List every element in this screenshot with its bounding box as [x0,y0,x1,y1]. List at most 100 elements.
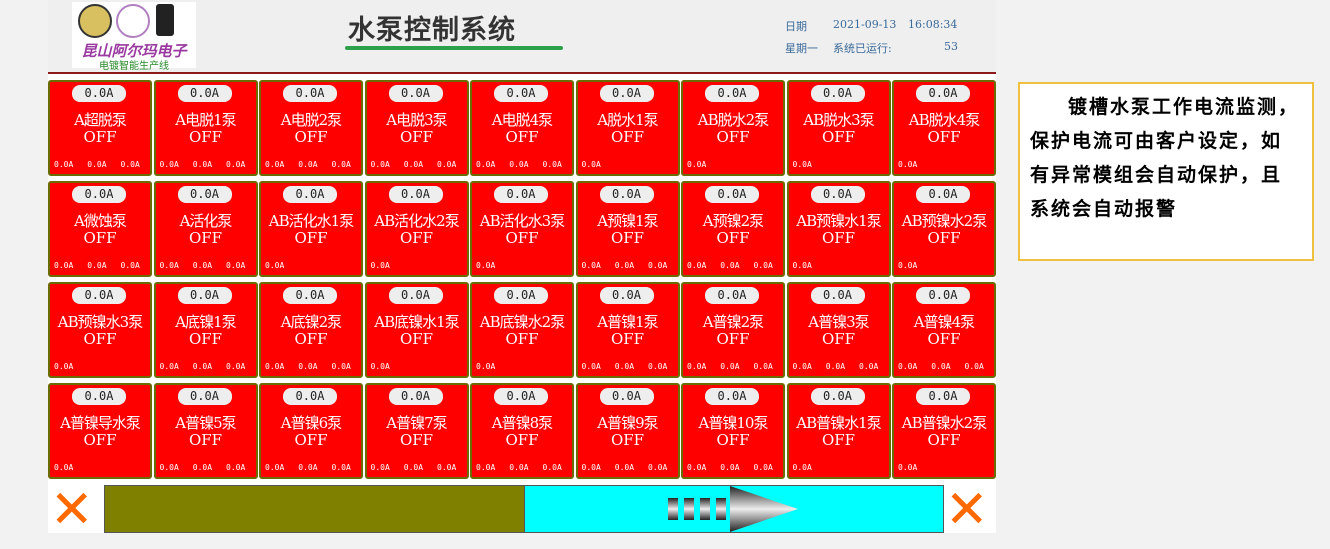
reading: 0.0A [792,362,812,371]
pump-card[interactable]: 0.0A A普镍6泵 OFF 0.0A 0.0A 0.0A [259,383,363,479]
pump-name: AB预镍水2泵 [901,212,987,230]
pump-status: OFF [927,431,961,449]
current-display: 0.0A [810,85,865,102]
pump-card[interactable]: 0.0A A预镍2泵 OFF 0.0A 0.0A 0.0A [681,181,785,277]
reading: 0.0A [792,160,812,169]
pump-card[interactable]: 0.0A A电脱2泵 OFF 0.0A 0.0A 0.0A [259,80,363,176]
pump-name: AB底镍水1泵 [374,313,459,331]
readings: 0.0A 0.0A 0.0A [54,160,140,169]
pump-status: OFF [188,330,223,348]
reading: 0.0A [265,160,285,169]
pump-card[interactable]: 0.0A A电脱1泵 OFF 0.0A 0.0A 0.0A [153,80,258,176]
pump-card[interactable]: 0.0A A普镍2泵 OFF 0.0A 0.0A 0.0A [681,282,785,378]
reading: 0.0A [898,160,918,169]
pump-card[interactable]: 0.0A A普镍8泵 OFF 0.0A 0.0A 0.0A [470,383,574,479]
reading: 0.0A [87,160,107,169]
pump-status: OFF [188,128,223,146]
current-display: 0.0A [916,388,970,405]
pump-status: OFF [83,128,117,146]
reading: 0.0A [159,362,179,371]
pump-card[interactable]: 0.0A AB活化水1泵 OFF 0.0A [259,181,363,277]
reading: 0.0A [542,463,562,472]
current-display: 0.0A [177,287,232,304]
pump-card[interactable]: 0.0A AB普镍水1泵 OFF 0.0A [786,383,891,479]
pump-card[interactable]: 0.0A A超脱泵 OFF 0.0A 0.0A 0.0A [48,80,152,176]
pump-status: OFF [83,330,117,348]
pump-name: AB预镍水1泵 [796,212,881,230]
pump-card[interactable]: 0.0A AB脱水4泵 OFF 0.0A [892,80,996,176]
reading: 0.0A [859,362,879,371]
reading: 0.0A [931,362,951,371]
readings: 0.0A [687,160,706,169]
pump-card[interactable]: 0.0A AB活化水3泵 OFF 0.0A [470,181,574,277]
pump-status: OFF [716,128,750,146]
pump-status: OFF [294,431,328,449]
current-display: 0.0A [388,287,443,304]
reading: 0.0A [226,362,246,371]
pump-card[interactable]: 0.0A A普镍7泵 OFF 0.0A 0.0A 0.0A [364,383,469,479]
reading: 0.0A [825,362,846,371]
pump-name: A普镍2泵 [702,313,764,331]
pump-card[interactable]: 0.0A A底镍2泵 OFF 0.0A 0.0A 0.0A [259,282,363,378]
pump-card[interactable]: 0.0A A普镍导水泵 OFF 0.0A [48,383,152,479]
readings: 0.0A [371,261,390,270]
readings: 0.0A [793,261,812,270]
close-icon-right[interactable]: ✕ [945,480,989,540]
pump-name: A普镍1泵 [597,313,658,331]
pump-name: A普镍8泵 [491,414,553,432]
readings: 0.0A 0.0A 0.0A [476,160,562,169]
reading: 0.0A [720,463,740,472]
pump-card[interactable]: 0.0A AB脱水3泵 OFF 0.0A [786,80,891,176]
reading: 0.0A [753,362,773,371]
pump-card[interactable]: 0.0A A脱水1泵 OFF 0.0A [575,80,680,176]
readings: 0.0A [582,160,601,169]
pump-card[interactable]: 0.0A AB脱水2泵 OFF 0.0A [681,80,785,176]
pump-card[interactable]: 0.0A AB预镍水2泵 OFF 0.0A [892,181,996,277]
pump-card[interactable]: 0.0A A底镍1泵 OFF 0.0A 0.0A 0.0A [153,282,258,378]
current-display: 0.0A [599,85,654,102]
pump-card[interactable]: 0.0A AB普镍水2泵 OFF 0.0A [892,383,996,479]
pump-name: A普镍导水泵 [60,414,141,432]
pump-card[interactable]: 0.0A AB预镍水1泵 OFF 0.0A [786,181,891,277]
reading: 0.0A [54,362,74,371]
readings: 0.0A 0.0A 0.0A [687,261,773,270]
reading: 0.0A [331,463,351,472]
pump-card[interactable]: 0.0A A预镍1泵 OFF 0.0A 0.0A 0.0A [575,181,680,277]
pump-card[interactable]: 0.0A A活化泵 OFF 0.0A 0.0A 0.0A [153,181,258,277]
pump-card[interactable]: 0.0A AB底镍水1泵 OFF 0.0A [364,282,469,378]
pump-card[interactable]: 0.0A A普镍10泵 OFF 0.0A 0.0A 0.0A [681,383,785,479]
pump-card[interactable]: 0.0A A电脱4泵 OFF 0.0A 0.0A 0.0A [470,80,574,176]
reading: 0.0A [298,160,318,169]
pump-card[interactable]: 0.0A AB预镍水3泵 OFF 0.0A [48,282,152,378]
current-display: 0.0A [705,287,759,304]
pump-card[interactable]: 0.0A A电脱3泵 OFF 0.0A 0.0A 0.0A [364,80,469,176]
reading: 0.0A [298,463,318,472]
header: 昆山阿尔玛电子 电镀智能生产线 水泵控制系统 日期 2021-09-13 16:… [48,0,996,72]
reading: 0.0A [898,261,918,270]
pump-name: A电脱4泵 [491,111,553,129]
pump-name: AB活化水1泵 [268,212,354,230]
pump-card[interactable]: 0.0A AB活化水2泵 OFF 0.0A [364,181,469,277]
pump-card[interactable]: 0.0A A普镍9泵 OFF 0.0A 0.0A 0.0A [575,383,680,479]
readings: 0.0A 0.0A 0.0A [371,463,457,472]
reading: 0.0A [687,160,707,169]
readings: 0.0A 0.0A 0.0A [582,261,668,270]
close-icon-left[interactable]: ✕ [50,480,94,540]
pump-card[interactable]: 0.0A A普镍4泵 OFF 0.0A 0.0A 0.0A [892,282,996,378]
reading: 0.0A [192,362,213,371]
reading: 0.0A [898,463,918,472]
pump-card[interactable]: 0.0A A普镍3泵 OFF 0.0A 0.0A 0.0A [786,282,891,378]
pump-card[interactable]: 0.0A AB底镍水2泵 OFF 0.0A [470,282,574,378]
current-display: 0.0A [599,287,654,304]
reading: 0.0A [226,261,246,270]
pump-status: OFF [821,128,856,146]
pump-name: A普镍6泵 [280,414,342,432]
pump-card[interactable]: 0.0A A普镍1泵 OFF 0.0A 0.0A 0.0A [575,282,680,378]
reading: 0.0A [753,463,773,472]
pump-card[interactable]: 0.0A A微蚀泵 OFF 0.0A 0.0A 0.0A [48,181,152,277]
runtime-value: 53 [944,40,958,53]
pump-name: AB普镍水1泵 [796,414,881,432]
current-display: 0.0A [916,186,970,203]
pump-card[interactable]: 0.0A A普镍5泵 OFF 0.0A 0.0A 0.0A [153,383,258,479]
pump-status: OFF [505,330,539,348]
